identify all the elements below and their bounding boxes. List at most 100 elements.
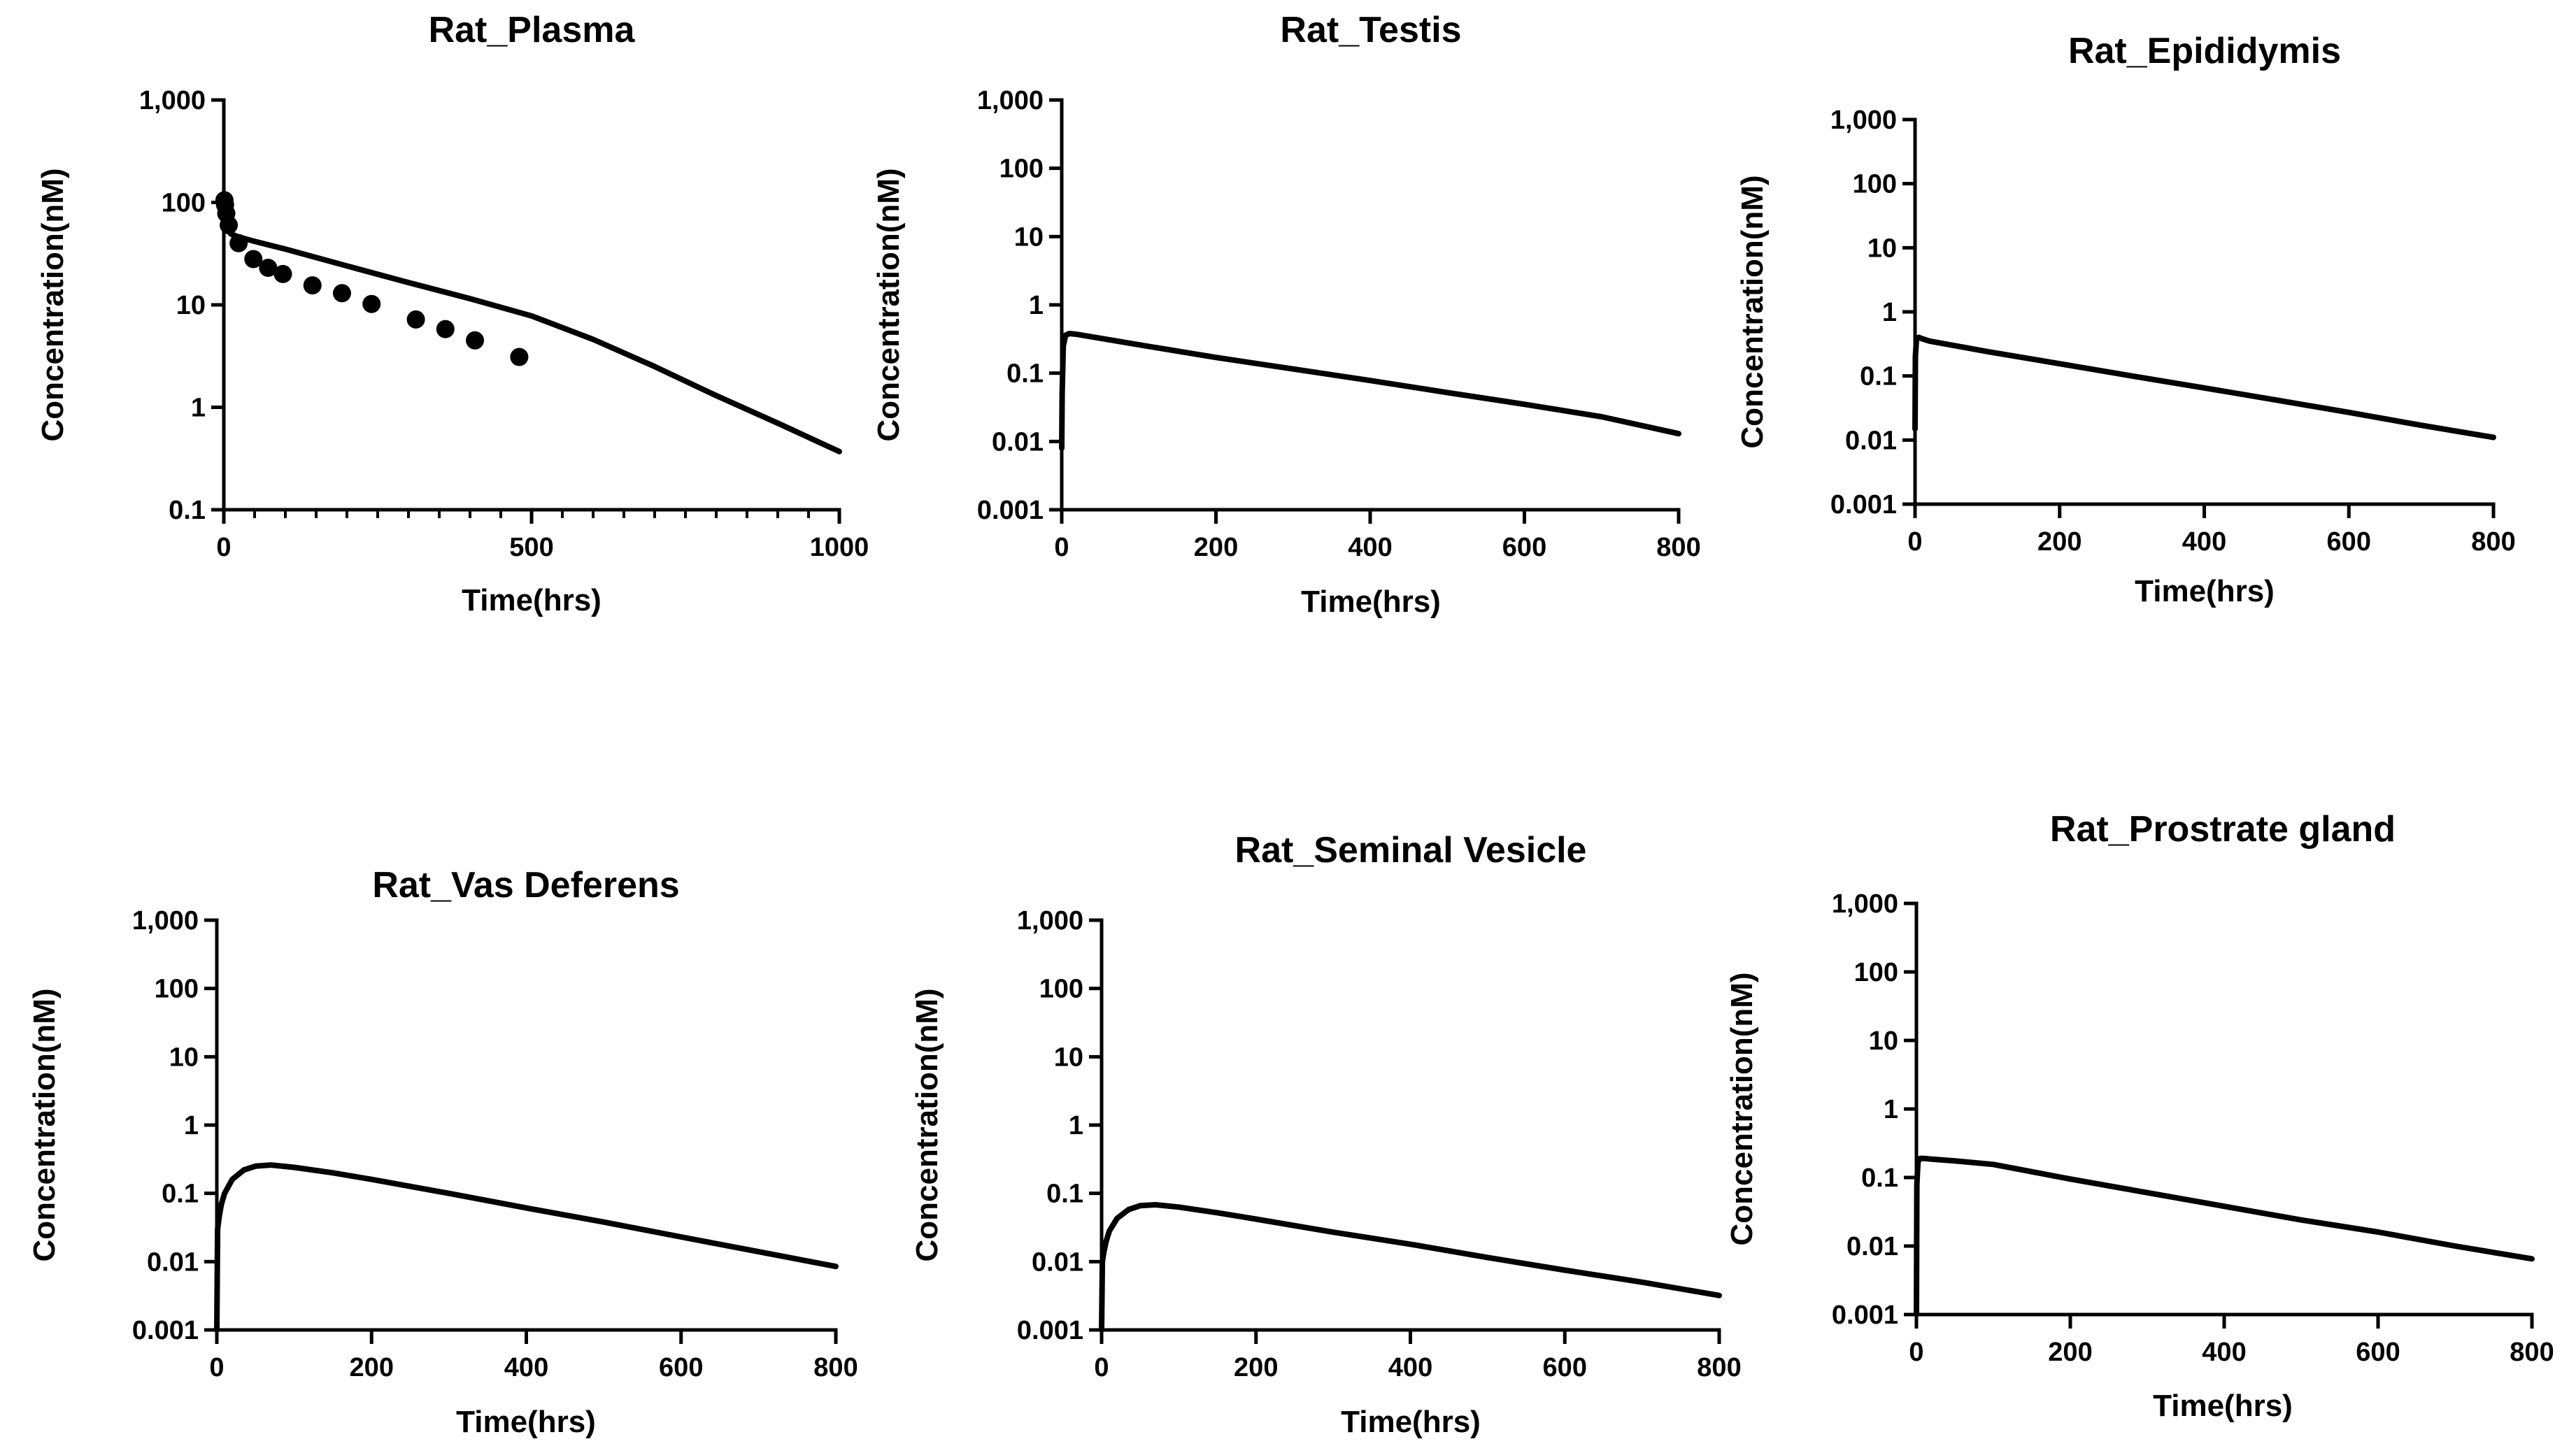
data-point — [259, 259, 278, 278]
data-point — [510, 348, 529, 366]
axes-group — [1914, 901, 2534, 1317]
chart-panel-testis: Rat_Testis Concentration(nM) Time(hrs) 0… — [871, 10, 1701, 619]
x-tick-label: 600 — [2356, 1338, 2400, 1367]
x-tick-label: 800 — [813, 1353, 858, 1382]
y-tick-label: 0.01 — [1032, 1247, 1083, 1277]
x-axis-label: Time(hrs) — [462, 583, 602, 617]
chart-title: Rat_Vas Deferens — [372, 865, 679, 906]
x-tick-label: 0 — [1907, 527, 1922, 557]
x-tick-label: 0 — [1909, 1338, 1923, 1367]
y-tick-label: 1,000 — [1830, 106, 1897, 135]
y-axis-label: Concentration(nM) — [910, 988, 944, 1261]
axes-group — [1100, 918, 1721, 1332]
series-line — [1059, 331, 1681, 451]
x-tick-label: 600 — [1543, 1353, 1587, 1382]
axes-group — [1060, 98, 1681, 512]
marks-group — [1059, 331, 1681, 451]
chart-panel-plasma: Rat_Plasma Concentration(nM) Time(hrs) 0… — [36, 10, 869, 617]
y-tick-label: 10 — [1054, 1043, 1083, 1072]
x-tick-label: 0 — [1054, 533, 1069, 562]
series-line — [1914, 1155, 2535, 1317]
data-point — [362, 294, 381, 313]
chart-panel-prostrate-gland: Rat_Prostrate gland Concentration(nM) Ti… — [1725, 809, 2554, 1423]
y-tick-label: 1 — [1069, 1111, 1083, 1140]
tick-group: 0.001 0.01 0.1 1 10 100 1,000 0 200 400 600 800 — [132, 906, 858, 1382]
y-tick-label: 0.01 — [1845, 426, 1897, 455]
y-tick-label: 0.01 — [1846, 1232, 1898, 1261]
x-axis-label: Time(hrs) — [2153, 1389, 2293, 1423]
y-tick-label: 100 — [162, 189, 206, 218]
x-tick-label: 600 — [659, 1353, 703, 1382]
y-tick-label: 10 — [1869, 1026, 1898, 1056]
tick-group: 0.001 0.01 0.1 1 10 100 1,000 0 200 400 600 800 — [1832, 889, 2554, 1367]
x-tick-label: 500 — [509, 533, 553, 562]
marks-group — [214, 1162, 839, 1333]
y-tick-label: 1 — [1884, 1095, 1898, 1124]
chart-panel-seminal-vesicle: Rat_Seminal Vesicle Concentration(nM) Ti… — [910, 830, 1742, 1439]
x-tick-label: 200 — [1234, 1353, 1278, 1382]
y-tick-label: 1 — [1029, 291, 1044, 320]
tick-group: 0.001 0.01 0.1 1 10 100 1,000 0 200 400 600 800 — [1830, 106, 2516, 557]
data-point — [303, 276, 322, 295]
y-tick-label: 0.1 — [1861, 1164, 1898, 1193]
marks-group — [215, 191, 842, 454]
y-axis-label: Concentration(nM) — [36, 168, 70, 441]
y-tick-label: 0.1 — [1006, 359, 1044, 389]
data-point — [332, 284, 351, 303]
y-tick-label: 0.1 — [1860, 362, 1897, 392]
tick-group: 0.001 0.01 0.1 1 10 100 1,000 0 200 400 600 800 — [1017, 906, 1742, 1382]
y-tick-label: 1,000 — [977, 86, 1044, 115]
x-tick-label: 600 — [1502, 533, 1546, 562]
x-axis-label: Time(hrs) — [2135, 574, 2275, 608]
y-tick-label: 10 — [169, 1043, 199, 1072]
x-tick-label: 400 — [1388, 1353, 1432, 1382]
x-axis-label: Time(hrs) — [456, 1405, 596, 1439]
series-line — [221, 197, 842, 454]
x-tick-label: 1000 — [810, 533, 869, 562]
y-tick-label: 100 — [155, 975, 199, 1004]
chart-panel-epididymis: Rat_Epididymis Concentration(nM) Time(hr… — [1735, 31, 2516, 608]
x-tick-label: 0 — [1094, 1353, 1109, 1382]
data-point — [229, 234, 248, 252]
x-tick-label: 200 — [350, 1353, 394, 1382]
chart-title: Rat_Epididymis — [2068, 31, 2341, 71]
x-tick-label: 800 — [1697, 1353, 1741, 1382]
y-axis-label: Concentration(nM) — [1735, 175, 1770, 448]
x-tick-label: 0 — [216, 533, 231, 562]
x-tick-label: 400 — [2182, 527, 2226, 557]
y-tick-label: 0.1 — [1046, 1180, 1083, 1209]
y-tick-label: 0.1 — [162, 1180, 199, 1209]
axes-group — [222, 98, 841, 512]
x-tick-label: 800 — [2471, 527, 2515, 557]
data-point — [273, 264, 292, 283]
axes-group — [215, 918, 838, 1332]
data-point — [244, 250, 263, 269]
chart-title: Rat_Plasma — [429, 10, 636, 50]
y-tick-label: 0.001 — [1017, 1316, 1083, 1345]
y-tick-label: 100 — [1853, 170, 1897, 199]
x-axis-label: Time(hrs) — [1301, 585, 1441, 619]
y-tick-label: 1 — [191, 394, 206, 423]
tick-group: 0.1 1 10 100 1,000 0 500 1000 — [139, 86, 869, 562]
y-tick-label: 10 — [176, 291, 206, 320]
series-line — [214, 1162, 839, 1333]
y-tick-label: 1,000 — [139, 86, 206, 115]
y-tick-label: 1,000 — [132, 906, 199, 936]
x-axis-label: Time(hrs) — [1341, 1405, 1481, 1439]
data-point — [406, 310, 425, 329]
data-point — [220, 216, 239, 235]
x-tick-label: 0 — [209, 1353, 224, 1382]
y-tick-label: 0.001 — [132, 1316, 199, 1345]
y-axis-label: Concentration(nM) — [871, 168, 906, 441]
y-tick-label: 0.01 — [992, 427, 1044, 457]
x-tick-label: 200 — [2037, 527, 2082, 557]
tick-group: 0.001 0.01 0.1 1 10 100 1,000 0 200 400 600 800 — [977, 86, 1701, 562]
series-line — [1099, 1202, 1722, 1333]
chart-panel-vas-deferens: Rat_Vas Deferens Concentration(nM) Time(… — [27, 865, 858, 1439]
chart-title: Rat_Prostrate gland — [2050, 809, 2396, 850]
data-point — [466, 331, 485, 350]
x-tick-label: 800 — [2510, 1338, 2554, 1367]
y-tick-label: 1 — [1882, 298, 1897, 327]
y-tick-label: 100 — [1854, 958, 1898, 987]
